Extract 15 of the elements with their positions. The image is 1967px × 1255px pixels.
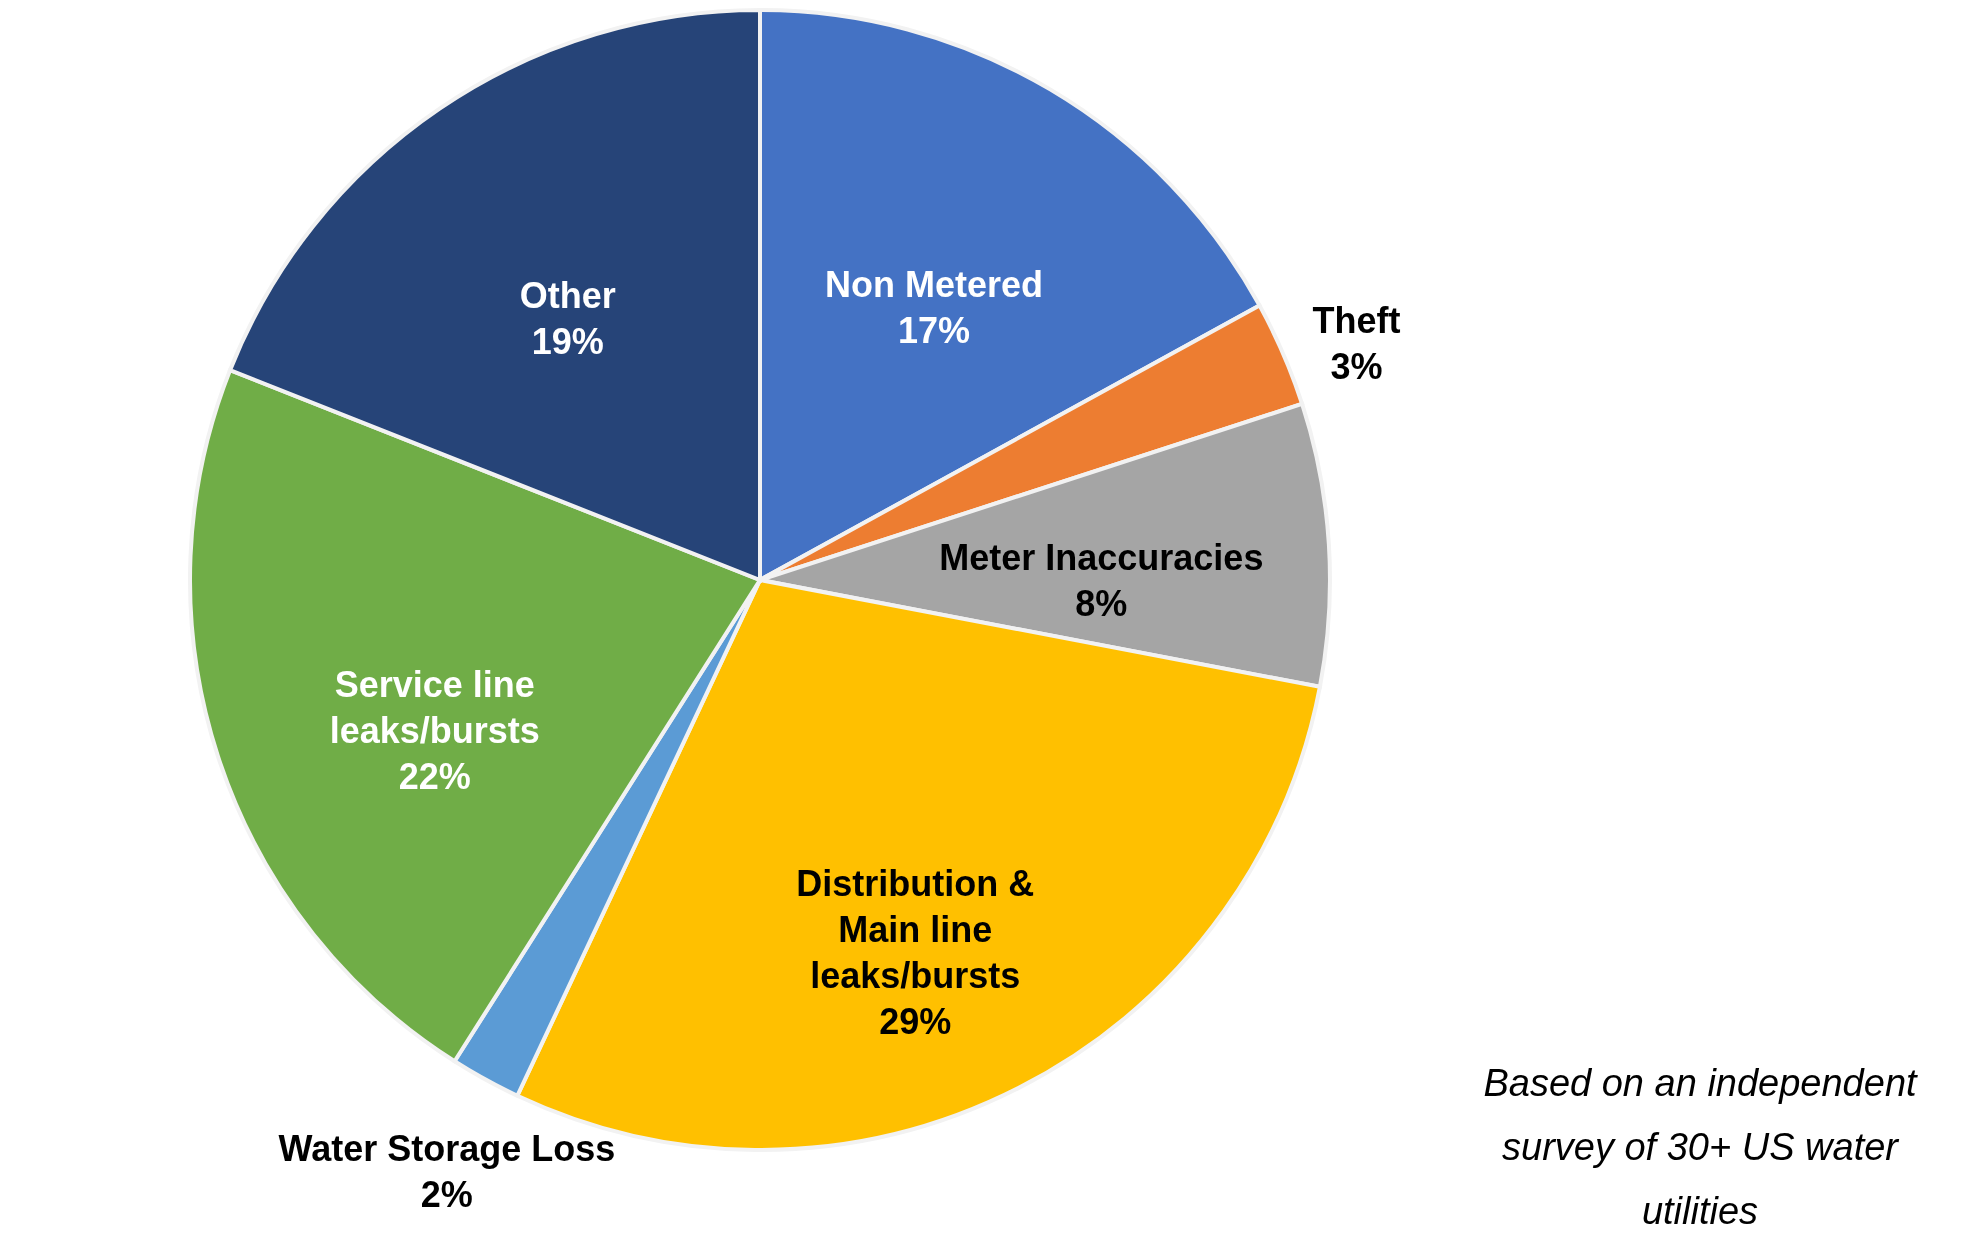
data-label: 8% — [1075, 582, 1128, 624]
slice-label: Non Metered — [825, 263, 1044, 305]
data-label: 17% — [898, 309, 971, 351]
data-label: 22% — [398, 755, 471, 797]
slice-label: Theft — [1312, 299, 1401, 341]
slice-label: Water Storage Loss — [278, 1127, 616, 1169]
data-label: 2% — [420, 1173, 473, 1215]
slice-label: Meter Inaccuracies — [939, 536, 1264, 578]
text: Based on an independent survey of 30+ US water utilities — [1483, 1062, 1919, 1232]
data-label: 29% — [879, 1000, 952, 1042]
slice-label: Service line leaks/bursts — [329, 663, 540, 751]
data-label: 3% — [1330, 345, 1383, 387]
slice-label: Other — [519, 275, 616, 317]
data-label: 19% — [531, 321, 604, 363]
slice-label: Distribution & Main line leaks/bursts — [796, 862, 1035, 996]
